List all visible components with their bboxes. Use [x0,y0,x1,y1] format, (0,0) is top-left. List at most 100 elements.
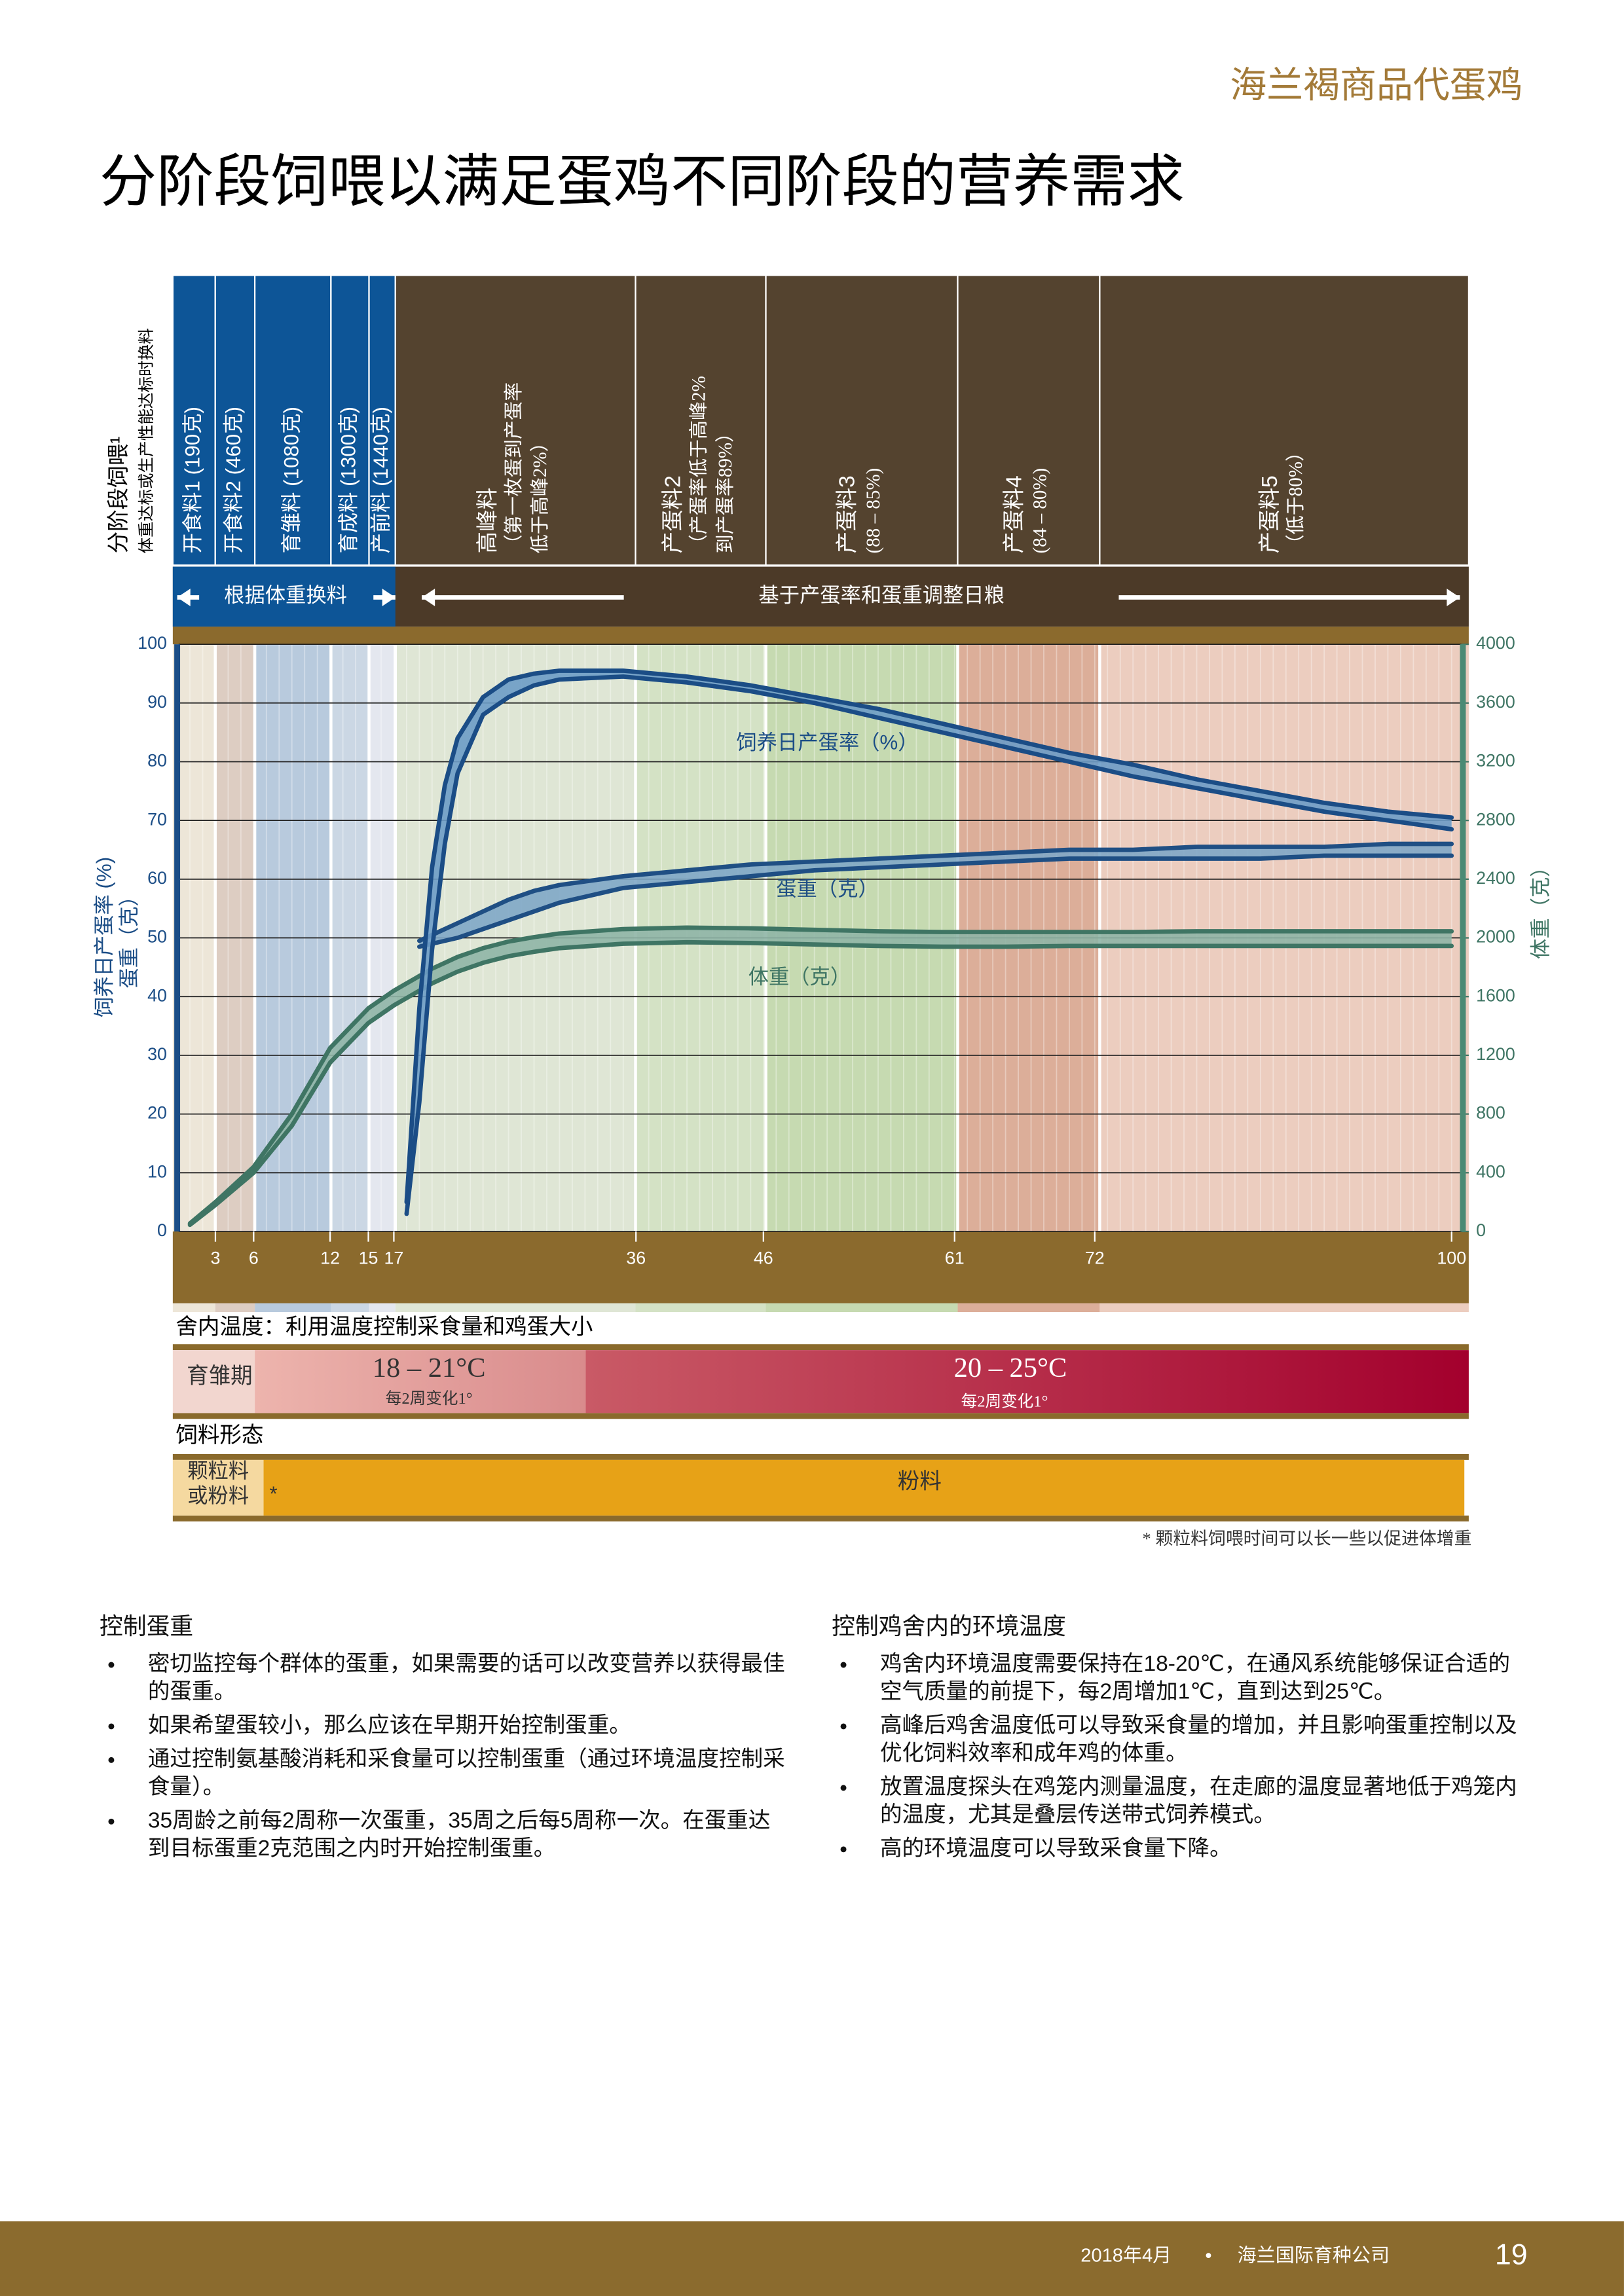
plot-band [331,1303,369,1312]
plot-band [255,1303,331,1312]
x-tick-label: 12 [320,1248,340,1268]
phase-cell [765,274,959,566]
band-edge [416,841,1454,943]
arrow-head [422,589,435,606]
band-edge [187,939,1454,1228]
x-tick-label: 17 [384,1248,404,1268]
y2-tick-label: 1600 [1476,985,1515,1005]
bullet-dot [840,1723,847,1730]
section-label: 舍内温度：利用温度控制采食量和鸡蛋大小 [175,1314,593,1339]
feed-asterisk: * [269,1482,277,1505]
y-tick-label: 0 [157,1220,167,1240]
strip [172,627,1469,645]
x-tick-label: 72 [1085,1248,1105,1268]
temp-range: 18 – 21°C [373,1353,486,1383]
phase-name: 产蛋料3 [835,475,860,553]
phase-cell [1099,274,1470,566]
plot-band [395,1303,636,1312]
temp-range: 20 – 25°C [954,1353,1067,1383]
y2-tick-label: 4000 [1476,633,1515,653]
border [172,1453,1469,1460]
phase-name: 育雏料 (1080克) [280,407,303,553]
y-tick-label: 30 [147,1044,167,1064]
phase-cell [172,274,216,566]
x-tick-label: 3 [211,1248,221,1268]
phase-name: 开食料1 (190克) [181,407,204,553]
section-heading: 控制蛋重 [100,1614,194,1640]
x-tick-label: 36 [626,1248,646,1268]
x-tick-label: 6 [249,1248,259,1268]
phase-cell [635,274,767,566]
y-tick-label: 40 [147,985,167,1005]
y2-tick-label: 2000 [1476,927,1515,947]
bullet-dot [108,1818,115,1825]
footnote: * 颗粒料饲喂时间可以长一些以促进体增重 [1142,1529,1471,1548]
bullet-dot [108,1757,115,1763]
brand: 海兰褐商品代蛋鸡 [1230,64,1522,105]
phase-name: 产蛋料2 [661,475,686,553]
phase-name: 产蛋料5 [1257,475,1282,553]
y2-axis-label: 体重（克） [1529,856,1552,959]
band-edge [404,674,1454,1216]
bullet-text: 35周龄之前每2周称一次蛋重，35周之后每5周称一次。在蛋重达到目标蛋重2克范围… [147,1808,771,1861]
bullet-text: 如果希望蛋较小，那么应该在早期开始控制蛋重。 [147,1713,631,1738]
text-section: 控制蛋重密切监控每个群体的蛋重，如果需要的话可以改变营养以获得最佳的蛋重。如果希… [100,1607,802,1868]
bullet-dot [840,1662,847,1668]
bullet-text: 高的环境温度可以导致采食量下降。 [879,1836,1232,1861]
series-label: 蛋重（克） [776,877,878,900]
bullet-text: 鸡舍内环境温度需要保持在18-20℃，在通风系统能够保证合适的空气质量的前提下，… [879,1651,1511,1705]
bullet-list: 鸡舍内环境温度需要保持在18-20℃，在通风系统能够保证合适的空气质量的前提下，… [832,1650,1534,1863]
bullet-item: 鸡舍内环境温度需要保持在18-20℃，在通风系统能够保证合适的空气质量的前提下，… [832,1650,1524,1706]
plot-band [766,1303,958,1312]
phase-cell [368,274,396,566]
y2-tick-label: 800 [1476,1103,1505,1123]
plot-band [1099,1303,1469,1312]
temp-cell [255,1350,586,1413]
x-tick-label: 61 [945,1248,965,1268]
bullet-item: 35周龄之前每2周称一次蛋重，35周之后每5周称一次。在蛋重达到目标蛋重2克范围… [100,1807,792,1863]
temp-note: 每2周变化1° [961,1392,1048,1410]
temp-cell [172,1350,255,1413]
phase-cell [253,274,332,566]
plot-band [369,1303,396,1312]
phase-cell [957,274,1101,566]
bullet-item: 高的环境温度可以导致采食量下降。 [832,1834,1524,1862]
arrow-head [382,589,396,606]
phase-note: （产蛋率低于高峰2% [688,376,710,553]
row-label: 根据体重换料 [224,584,347,607]
plot-band [635,1303,766,1312]
phase-name: 开食料2 (460克) [222,407,245,553]
y-tick-label: 100 [138,633,167,653]
bullet-text: 通过控制氨基酸消耗和采食量可以控制蛋重（通过环境温度控制采食量）。 [147,1747,785,1800]
series-label: 体重（克） [748,965,851,988]
band-edge [416,853,1454,949]
y2-tick-label: 3200 [1476,751,1515,771]
y2-tick-label: 1200 [1476,1044,1515,1064]
x-axis-band [172,1231,1469,1303]
y-tick-label: 70 [147,809,167,829]
arrow-head [1447,589,1460,606]
border [172,1515,1469,1522]
phase-note: (84 – 80%) [1030,468,1051,554]
bullet-text: 密切监控每个群体的蛋重，如果需要的话可以改变营养以获得最佳的蛋重。 [147,1651,785,1705]
phase-note: 低于高峰2%） [529,433,551,553]
arrow-head [177,589,191,606]
bullet-dot [108,1723,115,1730]
border [172,1413,1469,1419]
phase-row-label: 分阶段饲喂¹ [106,437,131,554]
plot-band [172,1303,215,1312]
page-title: 分阶段饲喂以满足蛋鸡不同阶段的营养需求 [100,150,1185,213]
y-tick-label: 60 [147,868,167,888]
page-number: 19 [1495,2238,1528,2270]
bullet-item: 通过控制氨基酸消耗和采食量可以控制蛋重（通过环境温度控制采食量）。 [100,1745,792,1801]
y2-tick-label: 2800 [1476,809,1515,829]
feed-label: 粉料 [898,1468,942,1493]
y-tick-label: 10 [147,1161,167,1181]
bullet-item: 如果希望蛋较小，那么应该在早期开始控制蛋重。 [100,1712,792,1740]
y2-tick-label: 400 [1476,1161,1505,1181]
feed-cell [172,1459,264,1516]
section-heading: 控制鸡舍内的环境温度 [832,1614,1066,1640]
